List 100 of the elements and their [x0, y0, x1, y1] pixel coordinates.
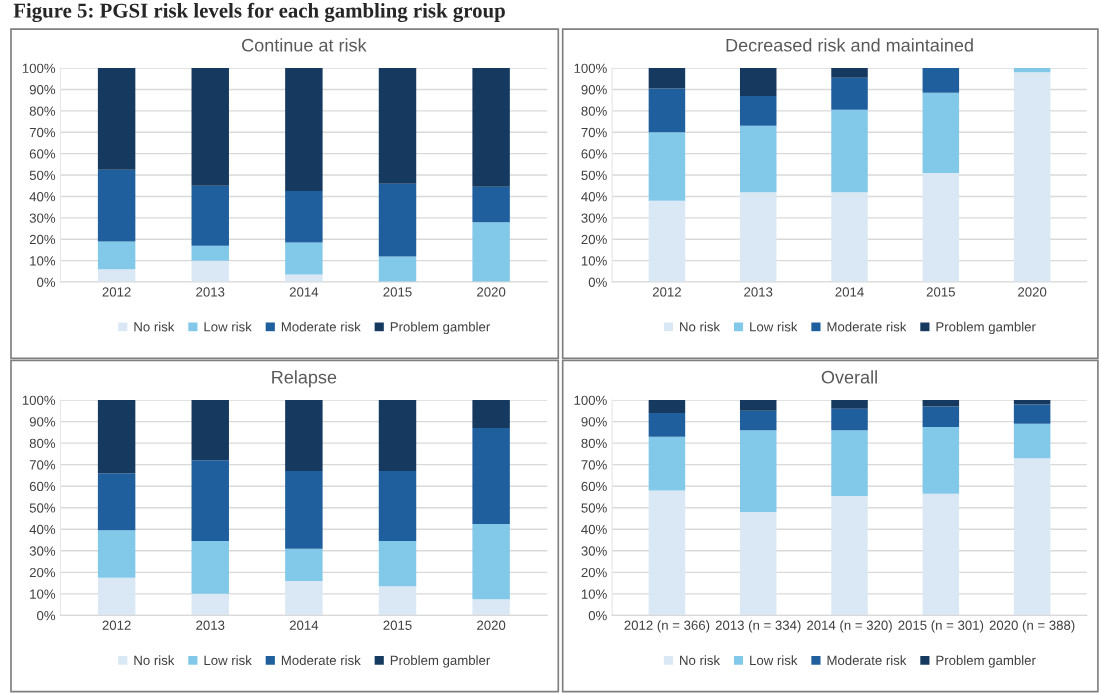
legend-label: Low risk	[750, 655, 798, 666]
bar	[191, 260, 229, 283]
y-tick-label: 10%	[581, 589, 607, 599]
y-tick-label: 0%	[588, 277, 607, 287]
legend-label: Low risk	[204, 655, 252, 666]
y-tick-label: 40%	[581, 524, 607, 535]
bar	[378, 68, 417, 184]
bar	[1013, 404, 1051, 424]
legend-label: No risk	[680, 655, 721, 666]
y-tick-label: 30%	[581, 213, 607, 223]
bar	[922, 406, 960, 427]
y-tick-label: 40%	[29, 192, 56, 202]
y-tick-label: 100%	[22, 63, 56, 73]
y-tick-label: 90%	[29, 85, 56, 95]
y-tick-label: 60%	[581, 481, 607, 492]
x-tick-label: 2013 (n = 334)	[715, 620, 801, 633]
bar	[922, 493, 960, 616]
x-tick-label: 2014 (n = 320)	[807, 620, 892, 633]
bar	[378, 541, 417, 587]
bar	[922, 400, 960, 407]
bar	[648, 436, 686, 491]
x-tick-label: 2020	[477, 287, 506, 297]
bar	[472, 222, 510, 283]
legend-label: Problem gambler	[936, 655, 1036, 668]
legend-label: No risk	[134, 321, 175, 332]
bar	[739, 125, 777, 193]
y-tick-label: 60%	[581, 149, 607, 159]
bar	[831, 192, 868, 283]
bar	[191, 460, 229, 542]
y-tick-label: 20%	[581, 234, 607, 245]
bar	[472, 68, 510, 187]
x-tick-label: 2014	[289, 620, 319, 630]
y-tick-label: 40%	[581, 192, 607, 202]
chart-title: Decreased risk and maintained	[726, 38, 973, 52]
bar	[831, 400, 868, 409]
y-tick-label: 60%	[29, 481, 56, 492]
bar	[97, 169, 136, 242]
bar	[648, 88, 686, 133]
y-tick-label: 40%	[29, 524, 56, 535]
x-tick-label: 2014	[289, 287, 319, 297]
bar	[285, 548, 323, 581]
y-tick-label: 80%	[581, 438, 607, 449]
bar	[648, 412, 686, 437]
bar	[739, 192, 777, 283]
y-tick-label: 70%	[29, 460, 56, 470]
y-tick-label: 50%	[29, 170, 56, 180]
bar	[378, 256, 417, 283]
chart-title: Overall	[821, 370, 877, 384]
y-tick-label: 20%	[581, 567, 607, 578]
x-tick-label: 2020 (n = 388)	[989, 620, 1075, 633]
bar	[378, 183, 417, 257]
legend-label: Low risk	[204, 321, 252, 332]
bar	[378, 400, 417, 472]
y-tick-label: 30%	[29, 546, 56, 556]
bar	[97, 473, 136, 531]
bar	[831, 495, 868, 616]
bar	[1013, 72, 1051, 283]
bar	[472, 400, 510, 429]
bar	[922, 68, 960, 93]
bar	[472, 523, 510, 600]
bar	[739, 400, 777, 411]
legend-label: Low risk	[750, 321, 798, 332]
chart-title: Continue at risk	[242, 38, 367, 52]
x-tick-label: 2015	[926, 287, 955, 297]
x-tick-label: 2013	[196, 620, 225, 630]
bar	[739, 430, 777, 513]
y-tick-label: 20%	[29, 234, 56, 245]
bar	[1013, 423, 1051, 459]
x-tick-label: 2014	[835, 287, 864, 297]
bar	[739, 68, 777, 96]
bar	[739, 512, 777, 616]
bar	[831, 109, 868, 193]
y-tick-label: 10%	[30, 589, 56, 599]
bar	[191, 400, 229, 461]
y-tick-label: 80%	[581, 106, 607, 116]
bar	[831, 430, 868, 496]
y-tick-label: 100%	[574, 63, 607, 73]
y-tick-label: 70%	[29, 127, 56, 138]
legend-label: Moderate risk	[827, 321, 907, 332]
bar	[97, 530, 136, 578]
x-tick-label: 2015	[383, 287, 412, 297]
y-tick-label: 30%	[29, 213, 56, 223]
y-tick-label: 80%	[29, 106, 56, 116]
bar	[922, 172, 960, 283]
bar	[97, 577, 136, 616]
bar	[97, 269, 136, 283]
legend-label: Moderate risk	[281, 655, 361, 666]
legend-label: Moderate risk	[281, 321, 361, 332]
legend-label: Problem gambler	[936, 321, 1036, 335]
bar	[831, 408, 868, 431]
y-tick-label: 50%	[29, 503, 56, 513]
bar	[1013, 400, 1051, 405]
bar	[831, 77, 868, 110]
y-tick-label: 0%	[37, 277, 56, 287]
bar	[1013, 68, 1051, 73]
y-tick-label: 20%	[29, 567, 56, 578]
x-tick-label: 2015	[383, 620, 412, 630]
legend-label: No risk	[134, 655, 175, 666]
bar	[97, 400, 136, 474]
bar	[285, 68, 323, 192]
